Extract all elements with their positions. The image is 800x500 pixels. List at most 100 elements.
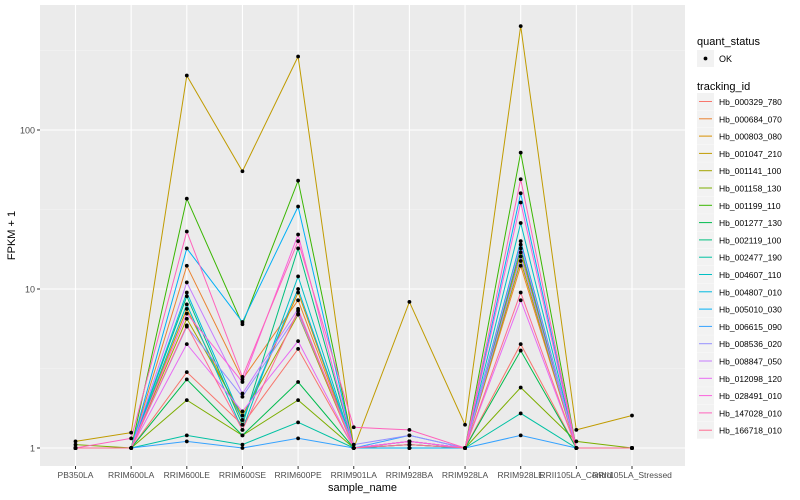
legend-label: Hb_006615_090 [719,322,782,332]
legend-label: Hb_000803_080 [719,132,782,142]
data-point [296,298,300,303]
data-point [518,290,523,295]
x-tick-label: PB350LA [58,470,94,480]
data-point [240,427,245,432]
data-point [296,287,300,291]
data-point [296,380,300,384]
data-point [463,446,467,450]
data-point [184,323,189,328]
data-point [296,239,300,244]
x-tick-label: RRII105LA_Stressed [592,470,672,480]
x-tick-label: RRII105LA_Control [539,470,613,480]
data-point [518,348,523,353]
legend-label: Hb_166718_010 [719,426,782,436]
legend-label: Hb_004607_110 [719,270,782,280]
x-tick-label: RRIM928LE [498,470,545,480]
data-point [184,196,189,201]
legend-label: Hb_005010_030 [719,305,782,315]
data-point [184,316,189,321]
data-point [296,308,300,313]
data-point [184,290,189,295]
legend-point-icon [703,56,708,61]
legend-label: Hb_012098_120 [719,374,782,384]
data-point [407,442,412,447]
data-point [518,298,523,303]
data-point [463,422,467,427]
data-point [574,439,579,444]
data-point [129,436,134,441]
data-point [240,418,245,422]
data-point [518,24,523,29]
data-point [518,433,523,438]
data-point [296,311,300,316]
data-point [518,263,523,268]
data-point [296,204,300,209]
data-point [574,427,579,432]
data-point [296,339,300,344]
data-point [351,425,356,430]
data-point [184,398,189,403]
x-tick-label: RRIM928LA [442,470,489,480]
legend-label: OK [719,54,732,64]
data-point [240,320,245,324]
legend-label: Hb_000329_780 [719,97,782,107]
legend-label: Hb_008847_050 [719,357,782,367]
data-point [407,299,412,304]
legend-label: Hb_002477_190 [719,253,782,263]
data-point [351,446,356,450]
data-point [351,442,356,447]
data-point [240,391,245,396]
data-point [184,246,189,251]
legend-label: Hb_008536_020 [719,339,782,349]
legend-label: Hb_001158_130 [719,184,782,194]
data-point [240,169,245,174]
data-point [184,439,189,444]
y-axis-title: FPKM + 1 [6,211,18,260]
data-point [574,446,579,450]
data-point [518,150,523,155]
data-point [129,446,134,450]
shape-legend-title: quant_status [697,36,760,48]
data-point [73,446,78,450]
data-point [129,430,134,435]
data-point [240,394,245,399]
data-point [630,413,634,418]
data-point [73,439,78,444]
legend-label: Hb_147028_010 [719,408,782,418]
data-point [296,290,300,295]
data-point [518,177,523,182]
data-point [240,446,245,450]
data-point [184,302,189,307]
data-point [630,446,634,450]
legend-label: Hb_001141_100 [719,166,782,176]
legend-label: Hb_028491_010 [719,391,782,401]
data-point [407,446,412,450]
data-point [518,254,523,259]
data-point [296,232,300,237]
data-point [518,246,523,251]
data-point [518,385,523,390]
data-point [296,178,300,183]
data-point [518,200,523,205]
data-point [240,413,245,418]
legend-label: Hb_004807_010 [719,287,782,297]
legend-label: Hb_002119_100 [719,235,782,245]
data-point [240,422,245,427]
x-axis-title: sample_name [328,482,397,494]
x-tick-label: RRIM600LE [164,470,211,480]
x-tick-label: RRIM600PE [274,470,322,480]
data-point [240,442,245,447]
legend-label: Hb_001277_130 [719,218,782,228]
data-point [240,409,245,414]
data-point [518,191,523,196]
data-point [184,280,189,285]
data-point [184,73,189,78]
data-point [296,246,300,251]
color-legend-title: tracking_id [697,81,750,93]
data-point [184,306,189,311]
x-tick-label: RRIM928BA [386,470,434,480]
data-point [184,229,189,234]
legend-label: Hb_001199_110 [719,201,781,211]
